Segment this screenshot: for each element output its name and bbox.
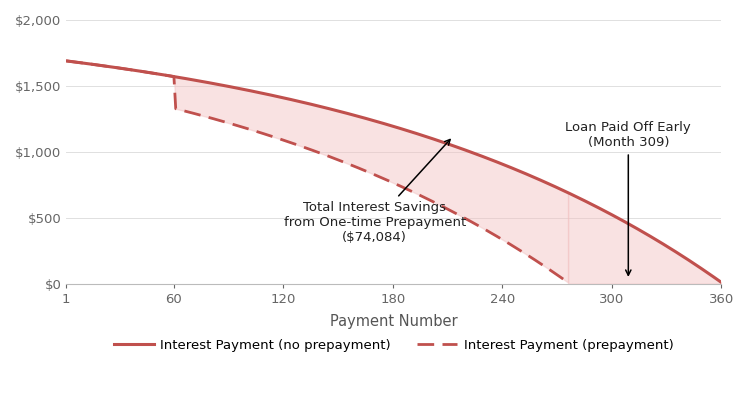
Interest Payment (no prepayment) (257, 91, 266, 96)
Interest Payment (no prepayment) (680, 255, 689, 260)
Interest Payment (no prepayment) (290, 98, 299, 103)
Line: Interest Payment (prepayment): Interest Payment (prepayment) (66, 61, 568, 283)
Interest Payment (prepayment) (248, 128, 257, 133)
Text: Total Interest Savings
from One-time Prepayment
($74,084): Total Interest Savings from One-time Pre… (284, 140, 466, 244)
X-axis label: Payment Number: Payment Number (330, 314, 458, 329)
Interest Payment (prepayment) (323, 153, 332, 158)
Interest Payment (no prepayment) (717, 280, 726, 285)
Legend: Interest Payment (no prepayment), Interest Payment (prepayment): Interest Payment (no prepayment), Intere… (109, 334, 679, 358)
Text: Loan Paid Off Early
(Month 309): Loan Paid Off Early (Month 309) (565, 122, 691, 275)
Interest Payment (prepayment) (361, 169, 370, 173)
Interest Payment (prepayment) (410, 190, 419, 195)
Interest Payment (no prepayment) (142, 70, 151, 75)
Interest Payment (prepayment) (563, 280, 572, 285)
Interest Payment (no prepayment) (61, 59, 70, 63)
Interest Payment (prepayment) (61, 59, 70, 63)
Interest Payment (prepayment) (318, 151, 327, 156)
Interest Payment (prepayment) (127, 68, 136, 73)
Line: Interest Payment (no prepayment): Interest Payment (no prepayment) (66, 61, 721, 282)
Interest Payment (no prepayment) (279, 95, 288, 100)
Interest Payment (no prepayment) (348, 112, 357, 117)
